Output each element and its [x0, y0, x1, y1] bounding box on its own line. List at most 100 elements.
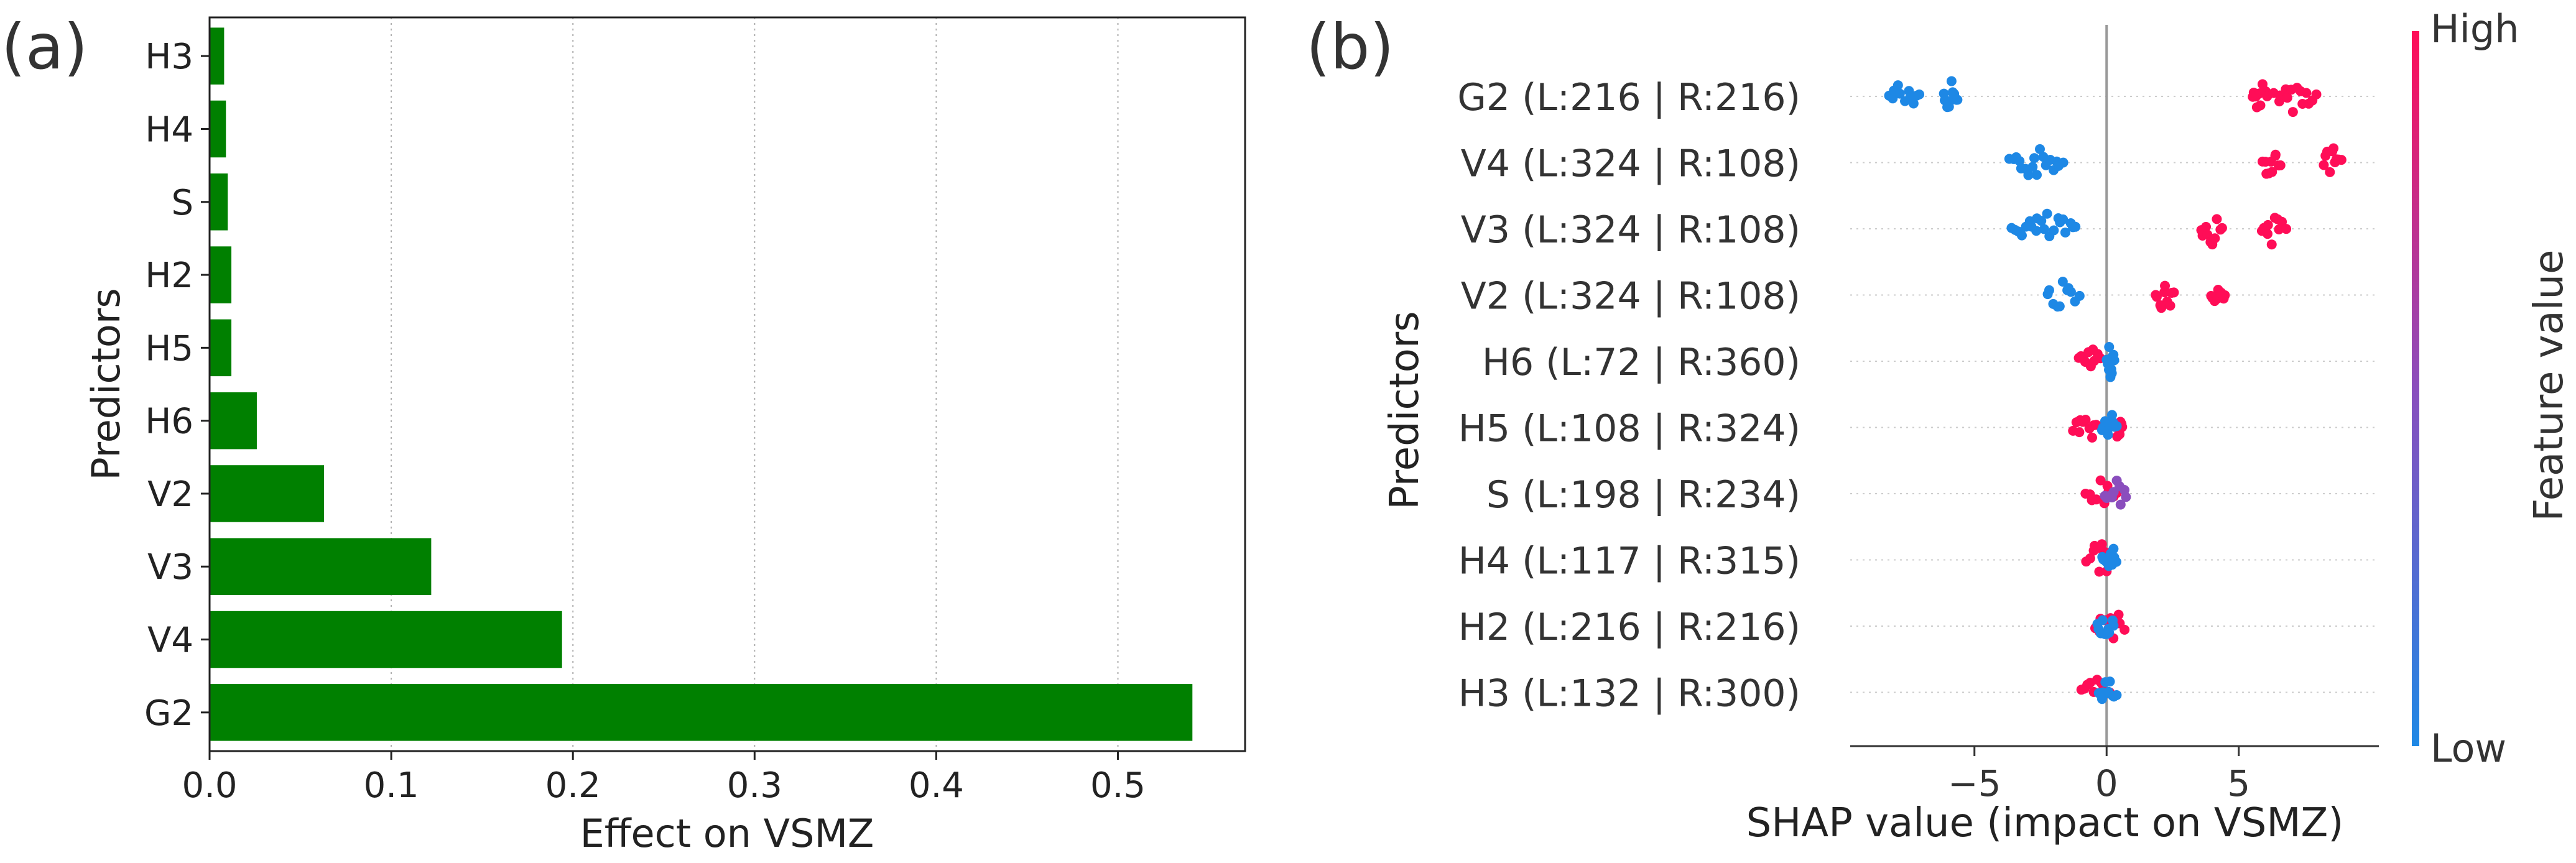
panel-b-y-tick-label: H2 (L:216 | R:216): [1458, 606, 1800, 649]
panel-a-y-tick-labels: G2 V4 V3 V2 H6 H5 H2 S H4 H3: [144, 37, 210, 734]
panel-b-y-tick-label: V4 (L:324 | R:108): [1461, 142, 1800, 186]
panel-a-bar: [210, 611, 562, 668]
panel-b-dot: [2108, 621, 2118, 630]
panel-b-dot: [2267, 239, 2277, 249]
panel-a-x-tick-labels: 0.0 0.1 0.2 0.3 0.4 0.5: [182, 751, 1146, 806]
panel-b-dot: [2111, 557, 2121, 567]
panel-a-bar: [210, 320, 231, 376]
panel-a-bar: [210, 101, 226, 157]
panel-b-dot: [2255, 100, 2265, 110]
colorbar: [2412, 31, 2419, 746]
panel-a-y-axis-label: Predictors: [83, 288, 129, 480]
panel-b-dot: [2220, 290, 2230, 300]
colorbar-title: Feature value: [2526, 250, 2572, 522]
panel-b-dot: [2281, 224, 2291, 234]
panel-b-dot: [2032, 170, 2042, 180]
panel-b-dot: [2112, 421, 2122, 431]
panel-a-bar: [210, 173, 228, 230]
panel-a-bar: [210, 27, 224, 84]
panel-b-x-tick-labels: −5 0 5: [1948, 746, 2250, 805]
panel-b-y-tick-label: S (L:198 | R:234): [1486, 473, 1800, 517]
colorbar-high-label: High: [2430, 6, 2519, 52]
panel-a-y-tick-label: V2: [147, 474, 193, 515]
panel-a-bar: [210, 392, 257, 449]
panel-b-dot: [2217, 223, 2227, 233]
panel-b-dot: [2108, 544, 2118, 554]
panel-a-y-tick-label: H6: [145, 402, 193, 442]
panel-b-dot: [1893, 80, 1903, 90]
panel-b-dot: [2042, 209, 2052, 219]
panel-b-dot: [2120, 625, 2129, 635]
panel-b-dot: [2075, 291, 2085, 301]
panel-b-shap-summary: (b) G2 (L:216 | R:216) V4 (L:324 | R:108)…: [1306, 6, 2572, 846]
panel-b-x-tick-label: 5: [2227, 762, 2250, 805]
panel-b-y-tick-label: H5 (L:108 | R:324): [1458, 407, 1800, 451]
panel-b-dot: [2107, 368, 2117, 378]
panel-a-y-tick-label: H2: [145, 256, 193, 296]
panel-b-dot: [2312, 90, 2322, 99]
panel-b-dot: [2098, 616, 2108, 625]
panel-a-bar: [210, 684, 1192, 741]
panel-b-dot: [2017, 231, 2027, 241]
panel-b-dot: [2111, 690, 2121, 700]
panel-b-dot: [2080, 415, 2090, 425]
panel-a-bar-chart: (a) G2V4V3V2H6H5H2SH4H3 0.0 0.1 0.2 0.3 0.4 0…: [1, 11, 1245, 856]
panel-b-y-tick-label: H6 (L:72 | R:360): [1482, 341, 1800, 384]
panel-b-dot: [2210, 233, 2220, 243]
panel-b-dot: [2103, 430, 2113, 440]
panel-b-dot: [2212, 214, 2222, 224]
panel-b-dot: [2070, 222, 2080, 232]
panel-a-x-tick-label: 0.5: [1090, 765, 1146, 806]
panel-b-dot: [2276, 160, 2286, 170]
panel-a-y-tick-label: S: [171, 183, 193, 223]
panel-b-dot: [2055, 302, 2065, 312]
colorbar-low-label: Low: [2430, 726, 2506, 771]
panel-b-label: (b): [1306, 11, 1394, 83]
panel-b-x-axis-label: SHAP value (impact on VSMZ): [1746, 800, 2344, 846]
panel-b-dot: [2263, 229, 2273, 239]
panel-a-bar: [210, 538, 431, 594]
panel-b-dot: [2328, 143, 2338, 153]
panel-b-dot: [2087, 433, 2097, 443]
panel-b-dot: [2271, 150, 2281, 160]
panel-b-y-tick-label: G2 (L:216 | R:216): [1457, 76, 1800, 119]
panel-a-x-axis-label: Effect on VSMZ: [580, 811, 874, 856]
panel-b-dot: [2325, 167, 2335, 177]
panel-b-dot: [2066, 287, 2076, 297]
panel-a-bar: [210, 246, 231, 303]
panel-b-dot: [2166, 301, 2175, 311]
panel-b-dot: [2337, 155, 2347, 165]
panel-b-dot: [2044, 285, 2054, 295]
panel-b-dot: [2121, 492, 2131, 502]
panel-a-y-tick-label: H5: [145, 328, 193, 369]
panel-b-y-tick-label: H4 (L:117 | R:315): [1458, 540, 1800, 583]
panel-b-dot: [1947, 76, 1957, 86]
panel-a-bar: [210, 465, 324, 522]
panel-a-y-tick-label: H3: [145, 37, 193, 77]
panel-a-x-tick-label: 0.0: [182, 765, 237, 806]
panel-b-dot: [2263, 220, 2273, 230]
panel-b-x-tick-label: −5: [1948, 762, 2001, 805]
panel-a-y-tick-label: G2: [144, 693, 193, 734]
panel-a-x-tick-label: 0.3: [727, 765, 782, 806]
panel-b-y-tick-label: V2 (L:324 | R:108): [1461, 275, 1800, 318]
panel-b-dot: [2169, 287, 2179, 297]
panel-b-dot: [2049, 225, 2059, 235]
panel-b-dot: [2074, 427, 2084, 437]
panel-b-dot: [2105, 676, 2115, 686]
panel-b-dot: [1914, 90, 1924, 99]
panel-a-y-tick-label: V4: [147, 621, 193, 661]
panel-b-y-tick-label: V3 (L:324 | R:108): [1461, 208, 1800, 252]
panel-a-label: (a): [1, 11, 88, 83]
panel-b-dot: [2029, 153, 2039, 163]
panel-b-y-tick-labels: G2 (L:216 | R:216) V4 (L:324 | R:108) V3 (…: [1457, 76, 1800, 716]
panel-b-dots: [1884, 76, 2347, 704]
panel-a-x-tick-label: 0.4: [909, 765, 964, 806]
panel-b-dot: [1952, 95, 1962, 104]
panel-a-y-tick-label: H4: [145, 109, 193, 150]
panel-a-x-tick-label: 0.2: [545, 765, 601, 806]
panel-b-dot: [2288, 107, 2298, 117]
panel-b-dot: [2059, 157, 2069, 167]
panel-b-row-guides: [1850, 96, 2379, 693]
panel-b-y-axis-label: Predictors: [1382, 311, 1428, 509]
